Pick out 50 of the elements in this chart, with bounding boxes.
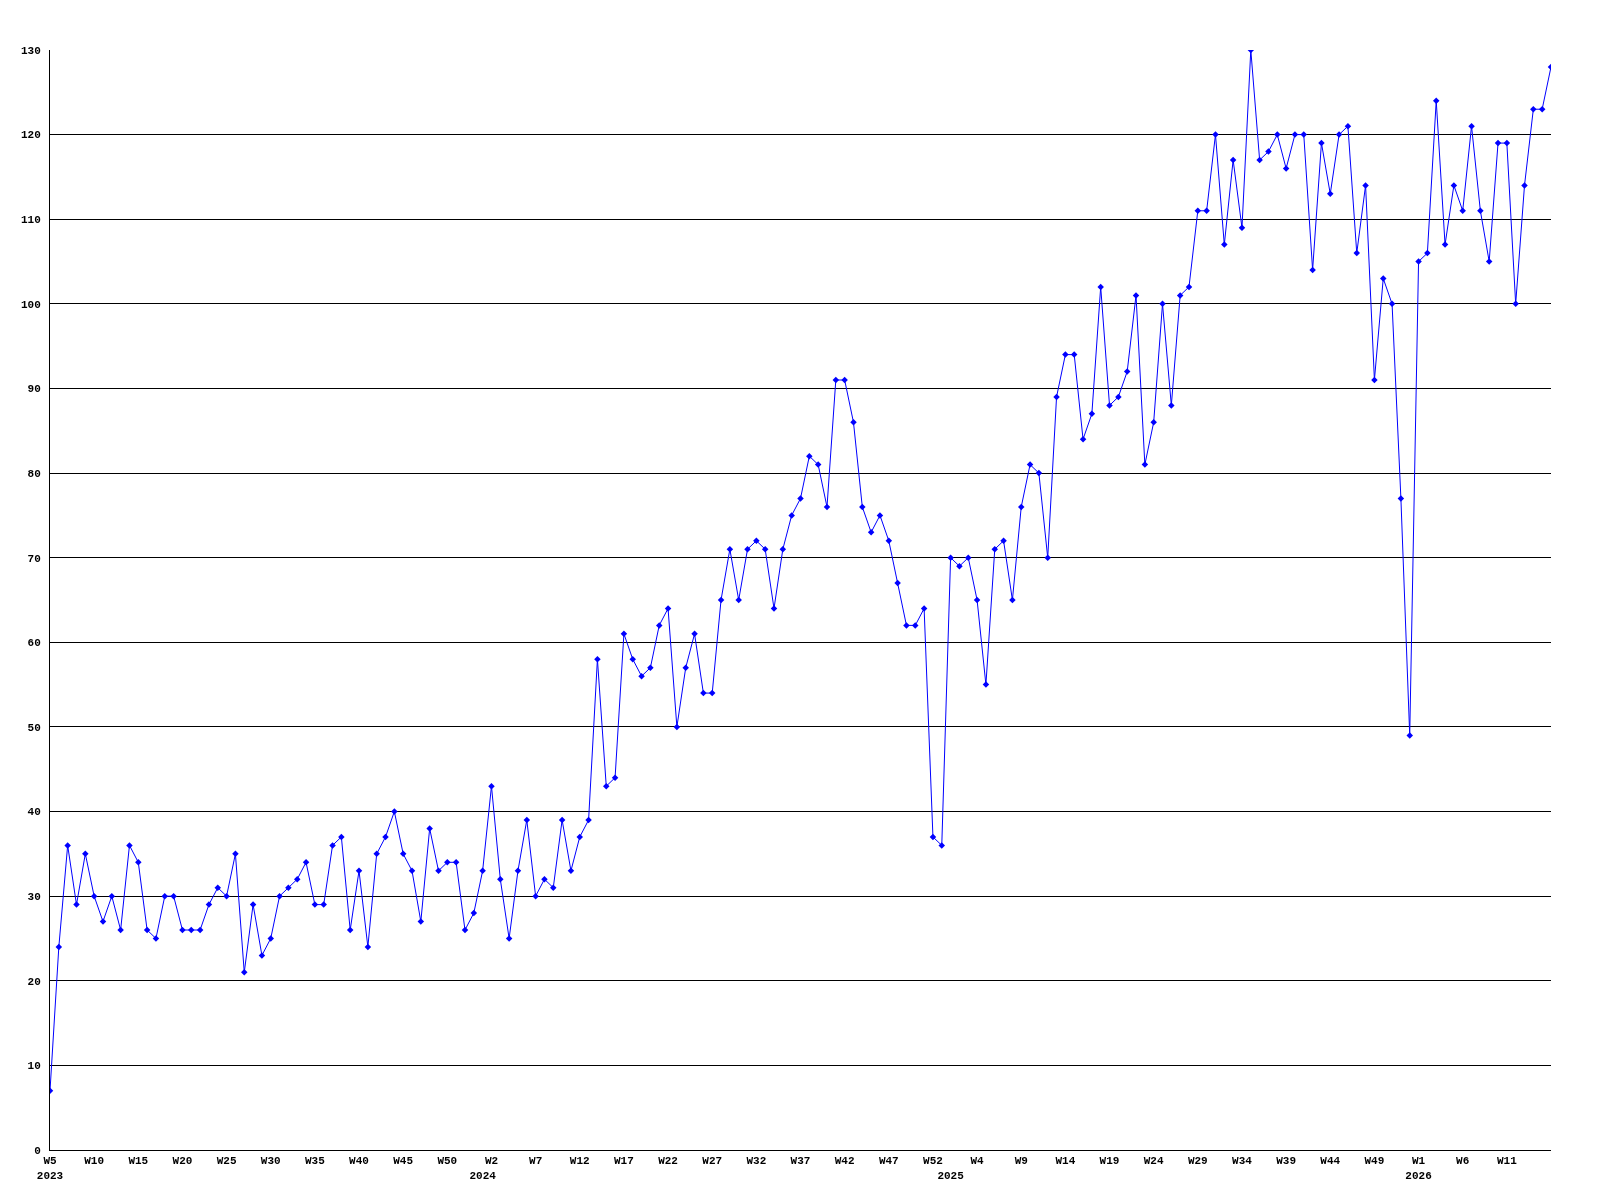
x-tick-label: W9 <box>1014 1155 1028 1168</box>
x-tick-label: W50 <box>437 1155 458 1168</box>
x-tick-label: W45 <box>393 1155 414 1168</box>
y-tick-label: 0 <box>34 1144 41 1157</box>
x-tick-label: W34 <box>1232 1155 1253 1168</box>
x-tick-label: W49 <box>1364 1155 1385 1168</box>
y-tick-label: 60 <box>27 637 41 650</box>
y-tick-label: 40 <box>27 806 41 819</box>
x-tick-label: W20 <box>172 1155 193 1168</box>
x-tick-label: W4 <box>970 1155 985 1168</box>
x-tick-label: W11 <box>1496 1155 1518 1168</box>
y-tick-label: 80 <box>27 467 41 480</box>
x-tick-label: W42 <box>834 1155 855 1168</box>
x-tick-label: W29 <box>1187 1155 1208 1168</box>
x-tick-label: 2024 <box>469 1169 497 1182</box>
x-tick-label: W2 <box>484 1155 499 1168</box>
x-tick-label: W17 <box>614 1155 634 1168</box>
x-tick-label: W10 <box>84 1155 105 1168</box>
x-tick-label: W30 <box>260 1155 281 1168</box>
x-tick-label: W6 <box>1456 1155 1470 1168</box>
y-tick-label: 90 <box>27 383 41 396</box>
y-tick-label: 50 <box>27 721 41 734</box>
x-tick-label: W24 <box>1143 1155 1164 1168</box>
x-tick-label: W15 <box>128 1155 149 1168</box>
x-tick-label: W19 <box>1099 1155 1120 1168</box>
y-tick-label: 30 <box>27 891 41 903</box>
x-tick-label: W39 <box>1276 1155 1297 1168</box>
x-tick-label: W40 <box>349 1155 369 1168</box>
y-tick-label: 120 <box>20 129 41 142</box>
x-tick-label: W1 2026 <box>1405 1155 1432 1182</box>
x-tick-label: W32 <box>746 1155 767 1168</box>
y-tick-label: 10 <box>27 1060 41 1073</box>
y-tick-label: 110 <box>20 214 41 227</box>
x-tick-label: W52 <box>923 1155 943 1168</box>
y-tick-label: 100 <box>20 298 41 311</box>
x-tick-label: W7 <box>529 1155 543 1168</box>
x-tick-label: W44 <box>1320 1155 1341 1168</box>
x-tick-label: W27 <box>702 1155 723 1168</box>
x-tick-label: W14 <box>1055 1155 1076 1168</box>
x-tick-label: W25 <box>216 1155 237 1168</box>
y-tick-label: 130 <box>20 44 41 57</box>
x-tick-label: 2025 <box>937 1169 965 1182</box>
x-tick-label: W47 <box>878 1155 899 1168</box>
y-tick-label: 20 <box>27 975 41 988</box>
x-tick-label: W35 <box>304 1155 326 1168</box>
x-tick-label: W37 <box>790 1155 811 1168</box>
x-tick-label: W5 2023 <box>36 1155 64 1182</box>
y-tick-label: 70 <box>27 552 41 565</box>
x-tick-label: W12 <box>569 1155 590 1168</box>
x-tick-label: W22 <box>658 1155 678 1168</box>
